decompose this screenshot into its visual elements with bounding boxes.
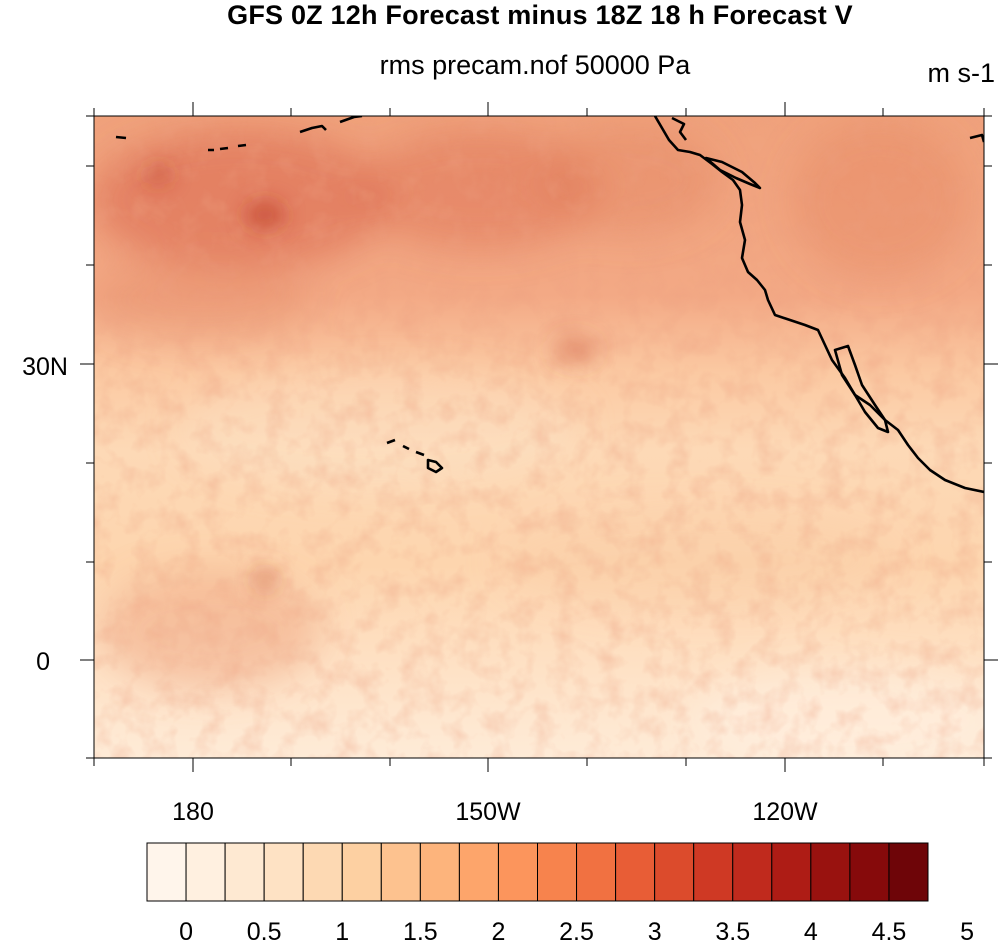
colorbar-box <box>224 842 265 902</box>
colorbar-label: 4.5 <box>872 918 907 944</box>
rms-field <box>94 116 984 758</box>
colorbar-box <box>419 842 460 902</box>
colorbar-box <box>380 842 421 902</box>
map-subtitle: rms precam.nof 50000 Pa <box>379 50 691 80</box>
map-title: GFS 0Z 12h Forecast minus 18Z 18 h Forec… <box>227 0 853 30</box>
colorbar-box <box>263 842 304 902</box>
colorbar-box <box>458 842 499 902</box>
colorbar-box <box>537 842 578 902</box>
colorbar-label: 3.5 <box>715 918 750 944</box>
colorbar-box <box>185 842 226 902</box>
colorbar-box <box>497 842 539 902</box>
coastlines <box>115 116 984 494</box>
colorbar-box <box>849 842 890 902</box>
colorbar-box <box>771 842 812 902</box>
colorbar-label: 5 <box>960 918 974 944</box>
colorbar-label: 1 <box>335 918 349 944</box>
colorbar-box <box>654 842 695 902</box>
colorbar-box <box>146 842 187 902</box>
colorbar-label: 2 <box>491 918 505 944</box>
colorbar-box <box>732 842 773 902</box>
colorbar-label: 0 <box>179 918 193 944</box>
colorbar-label: 4 <box>804 918 818 944</box>
lat-label-30n: 30N <box>22 353 68 381</box>
colorbar-label: 3 <box>648 918 662 944</box>
colorbar-label: 1.5 <box>403 918 438 944</box>
colorbar-box <box>888 842 929 902</box>
lat-label-0: 0 <box>36 648 50 676</box>
lon-label-150w: 150W <box>455 798 521 826</box>
colorbar-box <box>302 842 343 902</box>
lon-label-180: 180 <box>172 798 214 826</box>
units-label: m s-1 <box>927 58 996 88</box>
colorbar-labels: 0 0.5 1 1.5 2 2.5 3 3.5 4 4.5 5 <box>179 918 974 944</box>
colorbar-box <box>576 842 617 902</box>
colorbar <box>146 842 929 902</box>
colorbar-label: 0.5 <box>247 918 282 944</box>
axis-ticks <box>80 102 998 772</box>
plot-frame <box>93 115 985 759</box>
colorbar-box <box>615 842 656 902</box>
colorbar-box <box>693 842 734 902</box>
lon-label-120w: 120W <box>752 798 818 826</box>
colorbar-box <box>341 842 382 902</box>
colorbar-box <box>810 842 851 902</box>
colorbar-label: 2.5 <box>559 918 594 944</box>
